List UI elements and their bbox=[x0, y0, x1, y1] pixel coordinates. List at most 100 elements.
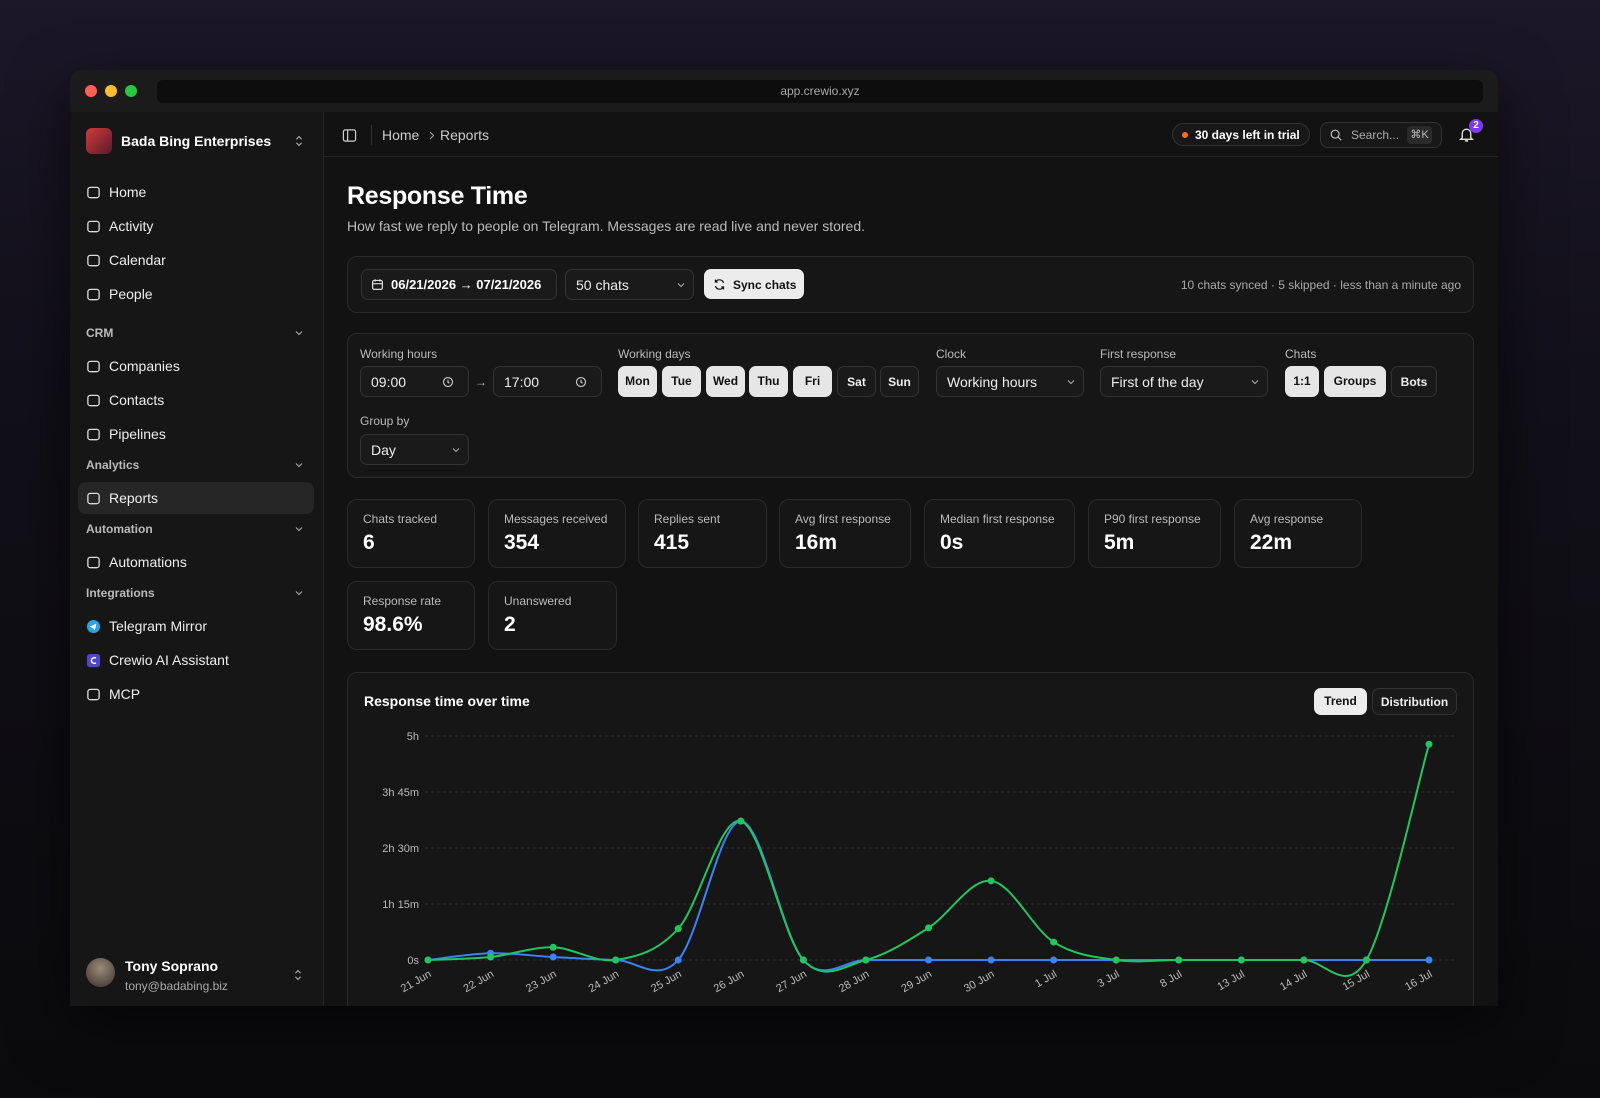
sync-button[interactable] bbox=[704, 269, 804, 299]
filter-label: Chats bbox=[1285, 347, 1317, 361]
nav-item[interactable]: Activity bbox=[109, 218, 154, 234]
nav-item[interactable]: Companies bbox=[109, 358, 180, 374]
group-by-select[interactable] bbox=[360, 434, 469, 465]
nav-item[interactable]: MCP bbox=[109, 686, 141, 702]
top-bar bbox=[324, 112, 1498, 157]
data-point bbox=[487, 953, 495, 961]
breadcrumb[interactable]: Home bbox=[382, 127, 420, 143]
chart-view-tab[interactable]: Distribution bbox=[1372, 688, 1457, 715]
chats-select[interactable] bbox=[565, 269, 694, 300]
day-toggle[interactable]: Tue bbox=[662, 366, 701, 397]
y-tick-label: 2h 30m bbox=[382, 843, 419, 855]
stat-card bbox=[347, 499, 475, 568]
section-header[interactable]: Automation bbox=[86, 522, 153, 536]
day-toggle[interactable]: Sun bbox=[880, 366, 919, 397]
window-control[interactable] bbox=[125, 85, 137, 97]
chevron-icon bbox=[452, 447, 460, 452]
time-input[interactable] bbox=[493, 366, 602, 397]
day-toggle[interactable]: Wed bbox=[706, 366, 745, 397]
stat-label: Chats tracked bbox=[363, 512, 438, 526]
clock-select-value: Working hours bbox=[947, 373, 1038, 390]
time-input[interactable] bbox=[360, 366, 469, 397]
day-toggle[interactable]: Mon bbox=[618, 366, 657, 397]
nav-icon bbox=[87, 220, 100, 233]
workspace-name[interactable]: Bada Bing Enterprises bbox=[121, 133, 272, 149]
url: app.crewio.xyz bbox=[780, 84, 860, 98]
y-tick-label: 0s bbox=[407, 955, 419, 967]
nav-item[interactable]: People bbox=[109, 286, 153, 302]
nav-item[interactable]: Reports bbox=[109, 490, 159, 506]
sync-label: Sync chats bbox=[733, 278, 797, 292]
sync-status: 10 chats synced · 5 skipped · less than … bbox=[1180, 278, 1461, 292]
breadcrumb-sep bbox=[371, 125, 372, 145]
chart-view-tab[interactable]: Trend bbox=[1314, 688, 1367, 715]
x-tick-label: 22 Jun bbox=[461, 968, 496, 995]
date-button[interactable] bbox=[361, 269, 557, 300]
user-name[interactable]: Tony Soprano bbox=[125, 958, 219, 974]
clock-select[interactable] bbox=[936, 366, 1084, 397]
chevron-icon bbox=[295, 331, 303, 336]
section-header[interactable]: Integrations bbox=[86, 586, 155, 600]
window-control[interactable] bbox=[85, 85, 97, 97]
nav-icon bbox=[87, 688, 100, 701]
chat-type-toggle[interactable]: 1:1 bbox=[1285, 366, 1319, 397]
first-response-select[interactable] bbox=[1100, 366, 1268, 397]
chat-type-toggle[interactable]: Bots bbox=[1391, 366, 1437, 397]
nav-icon bbox=[87, 428, 100, 441]
time-separator: → bbox=[475, 375, 487, 389]
stat-card bbox=[779, 499, 911, 568]
stat-card bbox=[488, 499, 626, 568]
nav-item[interactable]: Home bbox=[109, 184, 147, 200]
chevron-icon bbox=[295, 591, 303, 596]
y-tick-label: 1h 15m bbox=[382, 899, 419, 911]
data-point bbox=[1425, 956, 1433, 964]
data-point bbox=[612, 956, 620, 964]
x-tick-label: 8 Jul bbox=[1158, 968, 1184, 990]
window-control[interactable] bbox=[105, 85, 117, 97]
nav-item[interactable]: Pipelines bbox=[109, 426, 166, 442]
nav-item[interactable]: Calendar bbox=[109, 252, 166, 268]
day-toggle[interactable]: Thu bbox=[749, 366, 788, 397]
calendar-icon bbox=[372, 279, 383, 290]
day-toggle[interactable]: Sat bbox=[837, 366, 876, 397]
nav-item[interactable]: Contacts bbox=[109, 392, 165, 408]
nav-item[interactable]: Crewio AI Assistant bbox=[109, 652, 229, 668]
stat-card bbox=[1234, 499, 1362, 568]
section-header[interactable]: Analytics bbox=[86, 458, 140, 472]
notification-badge[interactable]: 2 bbox=[1469, 119, 1483, 133]
day-toggle[interactable]: Fri bbox=[793, 366, 832, 397]
data-point bbox=[1050, 956, 1058, 964]
nav-active-bg bbox=[78, 482, 314, 514]
stat-label: Median first response bbox=[940, 512, 1055, 526]
stat-value: 354 bbox=[504, 531, 540, 554]
section-header[interactable]: CRM bbox=[86, 326, 114, 340]
data-point bbox=[862, 956, 870, 964]
breadcrumb: Reports bbox=[440, 127, 490, 143]
nav-item[interactable]: Automations bbox=[109, 554, 187, 570]
nav-icon bbox=[87, 360, 100, 373]
stat-label: Messages received bbox=[504, 512, 608, 526]
data-point bbox=[737, 817, 745, 825]
chart: 0s 1h 15m 2h 30m 3h 45m 5h 21 Jun 22 Jun 23 Jun… bbox=[382, 731, 1457, 995]
stat-card bbox=[1088, 499, 1221, 568]
stat-label: Avg response bbox=[1250, 512, 1324, 526]
data-point bbox=[1425, 740, 1433, 748]
nav-icon bbox=[87, 394, 100, 407]
chevron-icon bbox=[1067, 379, 1075, 384]
chart-title: Response time over time bbox=[364, 693, 530, 709]
stat-label: Response rate bbox=[363, 594, 442, 608]
date-range: 06/21/2026 → 07/21/2026 bbox=[391, 277, 542, 292]
data-point bbox=[987, 956, 995, 964]
nav-item[interactable]: Telegram Mirror bbox=[109, 618, 208, 634]
nav-icon bbox=[87, 288, 100, 301]
clock-icon bbox=[575, 376, 587, 388]
stat-card bbox=[638, 499, 767, 568]
nav-icon bbox=[87, 492, 100, 505]
chevron-icon bbox=[295, 463, 303, 468]
chart-card bbox=[347, 672, 1474, 1006]
sync-icon bbox=[714, 279, 725, 290]
chat-type-toggle[interactable]: Groups bbox=[1324, 366, 1386, 397]
search-placeholder: Search... bbox=[1351, 128, 1400, 142]
trial-pill[interactable] bbox=[1172, 123, 1310, 146]
stat-value: 5m bbox=[1104, 531, 1135, 554]
